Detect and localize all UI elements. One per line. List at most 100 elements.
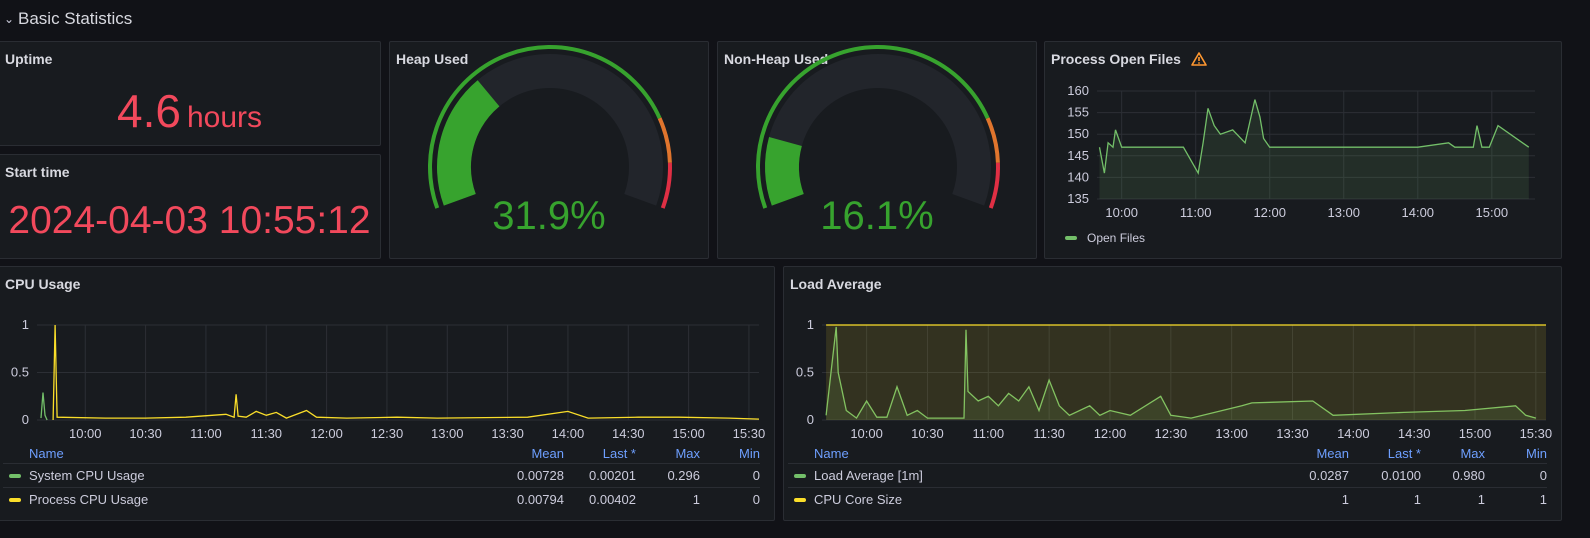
x-tick-label: 11:00	[190, 426, 222, 441]
legend-column-header[interactable]: Name	[29, 445, 64, 461]
legend-value-max: 0.980	[1452, 468, 1485, 483]
legend-column-header[interactable]: Max	[675, 445, 700, 461]
heap-gauge	[428, 45, 672, 209]
x-tick-label: 14:30	[612, 426, 645, 441]
legend-header-row: Name Mean Last * Max Min	[788, 443, 1547, 463]
x-tick-label: 10:00	[850, 426, 883, 441]
gauge-value-arc	[765, 136, 804, 206]
legend-column-header[interactable]: Mean	[531, 445, 564, 461]
series-line	[52, 324, 760, 421]
start-time-panel[interactable]: Start time 2024-04-03 10:55:12	[0, 154, 381, 259]
legend-value-max: 1	[1477, 492, 1485, 507]
y-tick-label: 1	[807, 317, 814, 332]
legend-value-min: 0	[752, 468, 760, 483]
gauge-threshold-green	[756, 45, 990, 209]
load-average-panel[interactable]: Load Average 0 0.5 1 10:00 10:30 11:00 11:30 12…	[783, 266, 1562, 521]
warning-icon[interactable]	[1191, 52, 1207, 66]
legend-value-last: 0.00201	[589, 468, 636, 483]
x-tick-label: 10:30	[129, 426, 162, 441]
y-tick-label: 135	[1067, 191, 1089, 206]
x-tick-label: 13:00	[431, 426, 464, 441]
x-tick-label: 15:00	[1476, 205, 1509, 220]
non-heap-used-panel[interactable]: Non-Heap Used 16.1%	[717, 41, 1037, 259]
legend-value-last: 1	[1413, 492, 1421, 507]
legend-value-mean: 0.0287	[1309, 468, 1349, 483]
legend-column-header[interactable]: Mean	[1316, 445, 1349, 461]
heap-used-panel[interactable]: Heap Used 31.9%	[389, 41, 709, 259]
x-tick-label: 12:00	[1094, 426, 1127, 441]
uptime-panel[interactable]: Uptime 4.6 hours	[0, 41, 381, 146]
load-legend-table: Name Mean Last * Max Min Load Average [1m] 0.0…	[788, 443, 1547, 511]
x-tick-label: 15:00	[1459, 426, 1492, 441]
legend-series-name: CPU Core Size	[788, 492, 1285, 507]
legend-swatch	[9, 497, 21, 502]
y-tick-label: 145	[1067, 148, 1089, 163]
y-tick-label: 140	[1067, 169, 1089, 184]
legend-value-last: 0.0100	[1381, 468, 1421, 483]
x-tick-label: 11:00	[1180, 205, 1212, 220]
gauge-threshold-orange	[657, 117, 672, 163]
legend-value-max: 1	[692, 492, 700, 507]
legend-series-name: Load Average [1m]	[788, 468, 1285, 483]
gauge-threshold-red	[660, 162, 672, 209]
legend-label: Open Files	[1087, 231, 1146, 245]
x-tick-label: 15:30	[733, 426, 766, 441]
y-tick-label: 160	[1067, 83, 1089, 98]
x-tick-label: 12:30	[371, 426, 404, 441]
chevron-down-icon: ⌄	[4, 12, 15, 26]
legend-swatch	[794, 473, 806, 478]
legend-column-header[interactable]: Max	[1460, 445, 1485, 461]
legend-column-header[interactable]: Last *	[602, 445, 636, 461]
x-tick-label: 12:30	[1155, 426, 1188, 441]
legend-row[interactable]: System CPU Usage 0.00728 0.00201 0.296 0	[3, 463, 760, 487]
non-heap-gauge-value: 16.1%	[820, 194, 934, 238]
panel-title: Process Open Files	[1051, 51, 1207, 67]
legend-row[interactable]: Load Average [1m] 0.0287 0.0100 0.980 0	[788, 463, 1547, 487]
legend-row[interactable]: CPU Core Size 1 1 1 1	[788, 487, 1547, 511]
legend-series-name: System CPU Usage	[3, 468, 498, 483]
row-title: Basic Statistics	[18, 9, 133, 28]
series-area	[826, 325, 1546, 420]
panel-title: Uptime	[5, 51, 53, 67]
y-tick-label: 0	[807, 412, 814, 427]
open-files-chart[interactable]: 135 140 145 150 155 160 10:00 11:00 12:00 13:00 14…	[1045, 72, 1562, 259]
x-tick-label: 12:00	[310, 426, 343, 441]
series-area	[1099, 99, 1529, 199]
legend-value-min: 0	[752, 492, 760, 507]
y-tick-label: 155	[1067, 105, 1089, 120]
process-open-files-panel[interactable]: Process Open Files 135 140 145 150 155 160 10:…	[1044, 41, 1562, 259]
legend-value-min: 1	[1539, 492, 1547, 507]
y-tick-label: 0	[22, 412, 29, 427]
legend-value-mean: 1	[1341, 492, 1349, 507]
x-tick-label: 12:00	[1253, 205, 1286, 220]
legend-series-name: Process CPU Usage	[3, 492, 498, 507]
cpu-usage-chart[interactable]: 0 0.5 1 10:00 10:30 11:00 11:30 12:00 12:30 13:00…	[0, 267, 775, 447]
x-tick-label: 14:00	[552, 426, 585, 441]
open-files-legend[interactable]: Open Files	[1065, 231, 1145, 245]
y-tick-label: 0.5	[796, 365, 814, 380]
cpu-usage-panel[interactable]: CPU Usage 0 0.5 1 10:00 10:30 11:00 11:30 12:00…	[0, 266, 775, 521]
legend-value-last: 0.00402	[589, 492, 636, 507]
x-tick-label: 11:30	[1033, 426, 1065, 441]
legend-column-header[interactable]: Min	[739, 445, 760, 461]
legend-row[interactable]: Process CPU Usage 0.00794 0.00402 1 0	[3, 487, 760, 511]
x-tick-label: 13:00	[1215, 426, 1248, 441]
x-tick-label: 10:30	[911, 426, 944, 441]
x-tick-label: 13:30	[491, 426, 524, 441]
panel-title: Heap Used	[396, 51, 469, 67]
row-header-basic-statistics[interactable]: ⌄ Basic Statistics	[4, 6, 132, 32]
legend-column-header[interactable]: Name	[814, 445, 849, 461]
x-tick-label: 14:00	[1402, 205, 1435, 220]
legend-swatch	[794, 497, 806, 502]
x-tick-label: 11:00	[973, 426, 1005, 441]
gauge-track	[765, 54, 991, 206]
legend-value-mean: 0.00794	[517, 492, 564, 507]
panel-title: Non-Heap Used	[724, 51, 829, 67]
load-average-chart[interactable]: 0 0.5 1 10:00 10:30 11:00 11:30 12:00 12:30 13:00…	[784, 267, 1562, 447]
legend-column-header[interactable]: Min	[1526, 445, 1547, 461]
heap-gauge-value: 31.9%	[492, 194, 606, 238]
y-tick-label: 1	[22, 317, 29, 332]
legend-column-header[interactable]: Last *	[1387, 445, 1421, 461]
x-tick-label: 10:00	[1105, 205, 1138, 220]
legend-swatch	[9, 473, 21, 478]
